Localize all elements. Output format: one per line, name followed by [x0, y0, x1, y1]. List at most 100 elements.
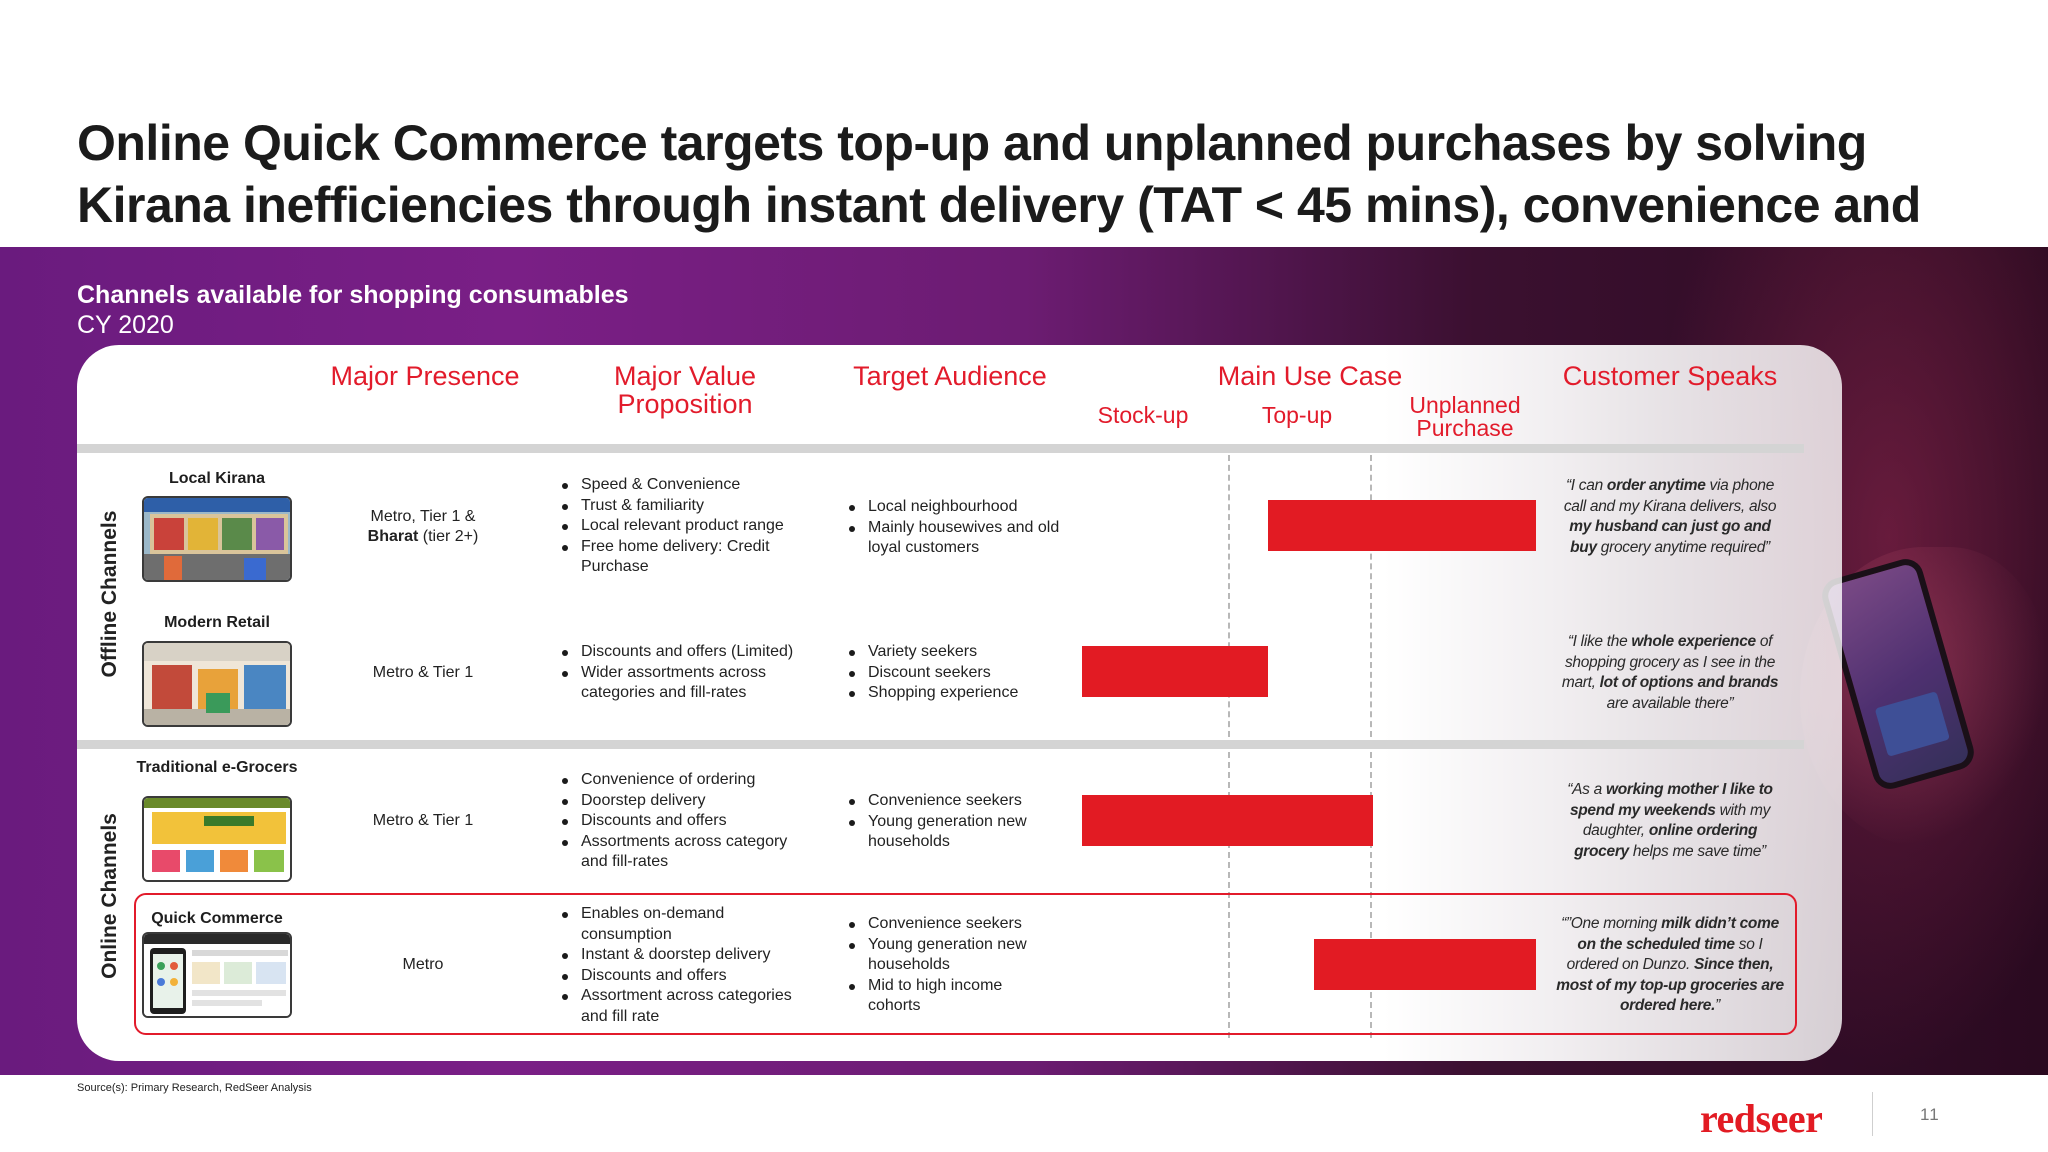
redseer-logo: redseer	[1700, 1096, 1823, 1141]
list-item: Speed & Convenience	[558, 475, 808, 496]
quote-text: working mother I like to spend my weeken…	[1569, 781, 1773, 819]
list-item: Trust & familiarity	[558, 496, 808, 517]
use-case-gridline	[1228, 455, 1230, 737]
list-item: Young generation new households	[845, 935, 1045, 976]
subheader-top-up: Top-up	[1261, 402, 1333, 428]
group-divider	[77, 740, 1804, 749]
quote-text: grocery anytime required”	[1596, 538, 1770, 556]
traditional-e-grocers-image	[142, 796, 292, 882]
quote-text: order anytime	[1606, 477, 1706, 494]
group-label-offline: Offline Channels	[98, 510, 121, 678]
header-main-use-case: Main Use Case	[1217, 361, 1403, 391]
use-case-gridline	[1370, 455, 1372, 737]
channel-name-quick-commerce: Quick Commerce	[151, 910, 283, 927]
list-item: Discounts and offers (Limited)	[558, 642, 828, 663]
presence-modern-retail: Metro & Tier 1	[372, 664, 474, 681]
list-item: Convenience seekers	[845, 914, 1045, 935]
list-item: Variety seekers	[845, 642, 1075, 663]
quote-text: “I like the	[1567, 633, 1632, 650]
list-item: Convenience seekers	[845, 791, 1045, 812]
list-item: Discounts and offers	[558, 966, 808, 987]
quote-text: ”	[1715, 997, 1721, 1014]
use-case-bar-modern-retail	[1082, 646, 1269, 697]
quote-text: whole experience	[1631, 633, 1756, 650]
header-value-proposition: Major Value Proposition	[613, 361, 757, 419]
presence-bold-text: Bharat	[367, 528, 419, 545]
list-item: Local neighbourhood	[845, 497, 1075, 518]
quick-commerce-highlight	[134, 893, 1797, 1035]
customer-quote-modern-retail: “I like the whole experience of shopping…	[1556, 632, 1784, 714]
quote-text: are available there”	[1606, 694, 1734, 712]
quote-text: my husband can just go and buy	[1569, 518, 1771, 556]
value-list-modern-retail: Discounts and offers (Limited) Wider ass…	[558, 642, 828, 704]
use-case-bar-traditional-e-grocers	[1082, 795, 1373, 846]
presence-traditional-e-grocers: Metro & Tier 1	[372, 812, 474, 829]
list-item: Assortment across categories and fill ra…	[558, 986, 808, 1027]
customer-quote-local-kirana: “I can order anytime via phone call and …	[1556, 476, 1784, 558]
quote-text: milk didn’t come on the scheduled time	[1577, 915, 1779, 953]
quote-text: helps me save time”	[1628, 842, 1766, 860]
use-case-gridline	[1370, 752, 1372, 1038]
quote-text: so I ordered on Dunzo.	[1566, 935, 1763, 974]
quote-text: via phone call and my Kirana delivers, a…	[1563, 477, 1777, 515]
source-note: Source(s): Primary Research, RedSeer Ana…	[77, 1082, 312, 1094]
value-list-traditional-e-grocers: Convenience of ordering Doorstep deliver…	[558, 770, 808, 873]
header-major-presence: Major Presence	[330, 361, 520, 391]
header-divider	[77, 444, 1804, 453]
channel-name-modern-retail: Modern Retail	[164, 614, 270, 631]
header-target-audience: Target Audience	[853, 361, 1047, 391]
list-item: Mainly housewives and old loyal customer…	[845, 518, 1075, 559]
comparison-card	[77, 345, 1842, 1061]
quote-text: online ordering grocery	[1574, 822, 1758, 860]
page-number: 11	[1920, 1105, 1940, 1124]
quote-text: Since then, most of my top-up groceries …	[1556, 956, 1784, 1014]
group-label-online: Online Channels	[98, 813, 121, 979]
section-subtitle: Channels available for shopping consumab…	[77, 281, 629, 309]
quote-text: of shopping grocery as I see in the mart…	[1561, 633, 1776, 691]
subheader-stock-up: Stock-up	[1097, 402, 1189, 428]
presence-text: (tier 2+)	[418, 528, 479, 545]
list-item: Enables on-demand consumption	[558, 904, 808, 945]
list-item: Instant & doorstep delivery	[558, 945, 808, 966]
quote-text: lot of options and brands	[1599, 674, 1779, 691]
quote-text: “I can	[1565, 477, 1607, 494]
list-item: Young generation new households	[845, 812, 1045, 853]
customer-quote-traditional-e-grocers: “As a working mother I like to spend my …	[1556, 780, 1784, 862]
slide-title: Online Quick Commerce targets top-up and…	[77, 115, 1921, 295]
section-year: CY 2020	[77, 311, 174, 339]
quick-commerce-image	[142, 932, 292, 1018]
subheader-unplanned-purchase: Unplanned Purchase	[1409, 392, 1521, 441]
list-item: Local relevant product range	[558, 516, 808, 537]
list-item: Assortments across category and fill-rat…	[558, 832, 808, 873]
quote-text: with my daughter,	[1582, 801, 1771, 840]
list-item: Free home delivery: Credit Purchase	[558, 537, 808, 578]
list-item: Shopping experience	[845, 683, 1075, 704]
list-item: Wider assortments across categories and …	[558, 663, 828, 704]
footer-divider	[1872, 1092, 1873, 1136]
customer-quote-quick-commerce: “”One morning milk didn’t come on the sc…	[1556, 914, 1784, 1017]
local-kirana-image	[142, 496, 292, 582]
use-case-bar-quick-commerce	[1313, 939, 1536, 990]
quote-text: “As a	[1567, 781, 1606, 798]
audience-list-modern-retail: Variety seekers Discount seekers Shoppin…	[845, 642, 1075, 704]
header-customer-speaks: Customer Speaks	[1562, 361, 1778, 391]
presence-local-kirana: Metro, Tier 1 & Bharat (tier 2+)	[333, 507, 513, 547]
presence-quick-commerce: Metro	[402, 956, 444, 973]
channel-name-local-kirana: Local Kirana	[168, 470, 266, 487]
value-list-local-kirana: Speed & Convenience Trust & familiarity …	[558, 475, 808, 578]
list-item: Doorstep delivery	[558, 791, 808, 812]
list-item: Mid to high income cohorts	[845, 976, 1045, 1017]
audience-list-traditional-e-grocers: Convenience seekers Young generation new…	[845, 791, 1045, 853]
quote-text: “”One morning	[1561, 915, 1662, 932]
modern-retail-image	[142, 641, 292, 727]
use-case-gridline	[1228, 752, 1230, 1038]
presence-text: Metro, Tier 1 &	[370, 508, 476, 525]
value-list-quick-commerce: Enables on-demand consumption Instant & …	[558, 904, 808, 1027]
channel-name-traditional-e-grocers: Traditional e-Grocers	[136, 759, 298, 776]
list-item: Convenience of ordering	[558, 770, 808, 791]
audience-list-quick-commerce: Convenience seekers Young generation new…	[845, 914, 1045, 1017]
audience-list-local-kirana: Local neighbourhood Mainly housewives an…	[845, 497, 1075, 559]
use-case-bar-local-kirana	[1268, 500, 1536, 551]
list-item: Discounts and offers	[558, 811, 808, 832]
